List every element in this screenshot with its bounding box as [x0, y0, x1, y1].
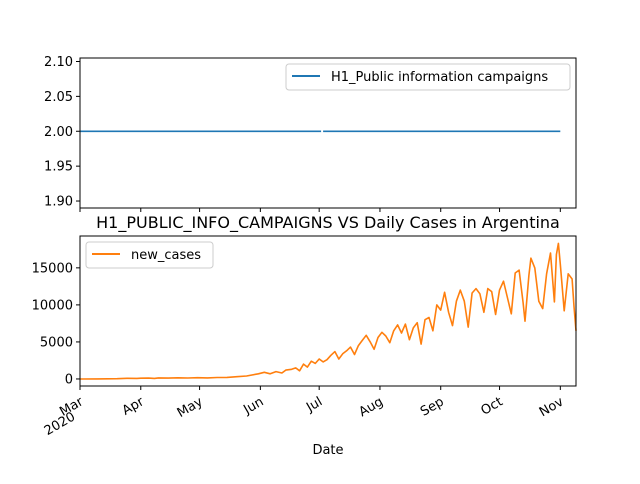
top-subplot: 1.90 1.95 2.00 2.05 2.10 H1_Public informati… [44, 55, 577, 212]
bottom-plot-frame [79, 235, 577, 387]
bottom-y-axis: 0 5000 10000 15000 [32, 261, 80, 387]
bottom-legend: new_cases [85, 241, 214, 269]
x-tick-label: Apr [120, 394, 148, 419]
bottom-y-tick-label: 5000 [40, 335, 73, 350]
x-tick-label: Oct [479, 394, 506, 418]
top-y-tick-label: 2.10 [44, 55, 73, 70]
top-y-axis: 1.90 1.95 2.00 2.05 2.10 [44, 55, 80, 210]
x-tick-label: Aug [356, 394, 385, 420]
x-axis-label: Date [312, 443, 343, 458]
top-plot-frame [79, 57, 577, 209]
x-tick-label: Nov [537, 394, 567, 420]
new-cases-line [79, 242, 577, 380]
top-x-axis [79, 208, 561, 212]
top-y-tick-label: 1.95 [44, 160, 73, 175]
bottom-y-tick-label: 0 [65, 372, 73, 387]
bottom-subplot: H1_PUBLIC_INFO_CAMPAIGNS VS Daily Cases … [32, 213, 577, 458]
bottom-y-tick-label: 15000 [32, 261, 73, 276]
top-y-tick-label: 2.05 [44, 90, 73, 105]
chart-title: H1_PUBLIC_INFO_CAMPAIGNS VS Daily Cases … [96, 213, 560, 233]
x-tick-label: May [175, 394, 206, 421]
bottom-series [79, 242, 577, 380]
bottom-y-tick-label: 10000 [32, 298, 73, 313]
top-y-tick-label: 1.90 [44, 195, 73, 210]
x-tick-year-label: 2020 [42, 409, 78, 439]
bottom-legend-label: new_cases [131, 248, 201, 263]
top-legend-box [285, 63, 571, 91]
bottom-legend-box [85, 241, 214, 269]
x-tick-label: Jun [240, 394, 266, 418]
top-y-tick-label: 2.00 [44, 125, 73, 140]
top-legend-label: H1_Public information campaigns [331, 70, 548, 85]
x-tick-label: Sep [418, 394, 447, 419]
top-legend: H1_Public information campaigns [285, 63, 571, 91]
x-tick-label: Jul [303, 394, 325, 415]
